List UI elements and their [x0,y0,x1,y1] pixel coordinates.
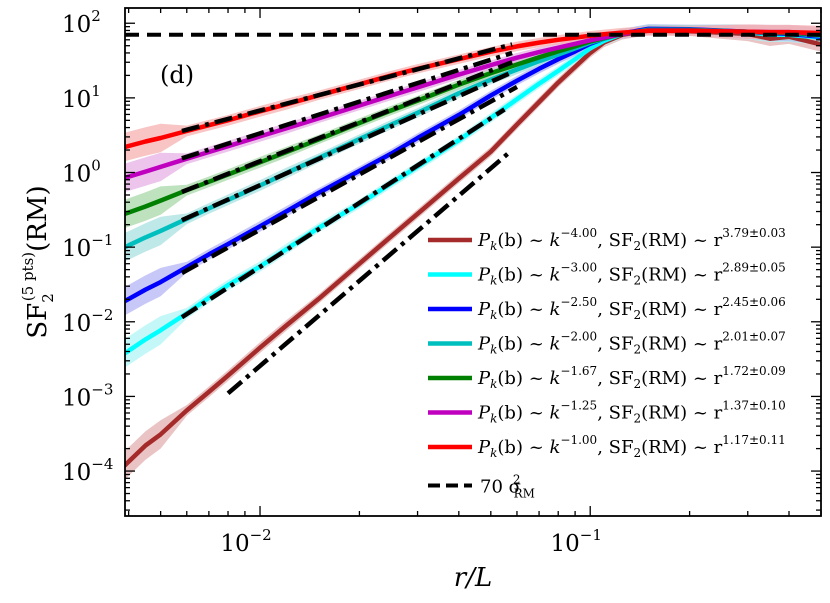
fit-line-series-4 [180,70,514,223]
plot-background [125,8,821,516]
y-tick-label-5: 100 [62,157,101,188]
fit-line-series-6 [181,50,513,161]
x-tick-label-2: 10−1 [551,526,602,557]
x-axis-title: r/L [454,563,492,593]
y-tick-label-1: 10−4 [62,455,113,486]
legend-entry-3: Pk(b) ~ k−2.50, SF2(RM) ~ r2.45±0.06 [477,295,786,322]
fit-line-series-2 [180,107,506,320]
x-axis-title-text: r/L [454,563,492,593]
legend-entry-4: Pk(b) ~ k−2.00, SF2(RM) ~ r2.01±0.07 [477,330,786,357]
band-series-7 [125,24,821,162]
legend-entry-reference: 70 σ2 RM [480,473,535,501]
y-tick-label-4: 10−1 [62,231,113,262]
legend-entry-5: Pk(b) ~ k−1.67, SF2(RM) ~ r1.72±0.09 [477,364,786,391]
axis-ticks: 10−2 10−1 10−4 10−3 10−2 10−1 100 101 102 [62,7,822,557]
fit-line-series-3 [180,84,519,276]
fit-line-series-5 [181,60,513,194]
y-axis-title-text: SF2(5 pts)(RM) [19,185,57,338]
plot-frame [124,7,822,517]
x-tick-label-1: 10−2 [220,526,271,557]
fit-lines [180,42,519,396]
legend-entry-7: Pk(b) ~ k−1.00, SF2(RM) ~ r1.17±0.11 [477,433,786,460]
y-tick-label-3: 10−2 [62,306,113,337]
confidence-bands [125,24,821,480]
panel-label: (d) [160,61,194,89]
y-tick-label-2: 10−3 [62,380,113,411]
y-axis-title: SF2(5 pts)(RM) [19,185,57,338]
legend-entry-2: Pk(b) ~ k−3.00, SF2(RM) ~ r2.89±0.05 [477,261,786,288]
legend: Pk(b) ~ k−4.00, SF2(RM) ~ r3.79±0.03 Pk(b… [428,226,786,501]
y-tick-label-7: 102 [62,7,101,38]
y-tick-label-6: 101 [62,82,101,113]
legend-entry-1: Pk(b) ~ k−4.00, SF2(RM) ~ r3.79±0.03 [477,226,786,253]
fit-line-series-1 [226,148,514,396]
legend-entry-6: Pk(b) ~ k−1.25, SF2(RM) ~ r1.37±0.10 [477,399,786,426]
fit-line-series-7 [181,42,513,134]
